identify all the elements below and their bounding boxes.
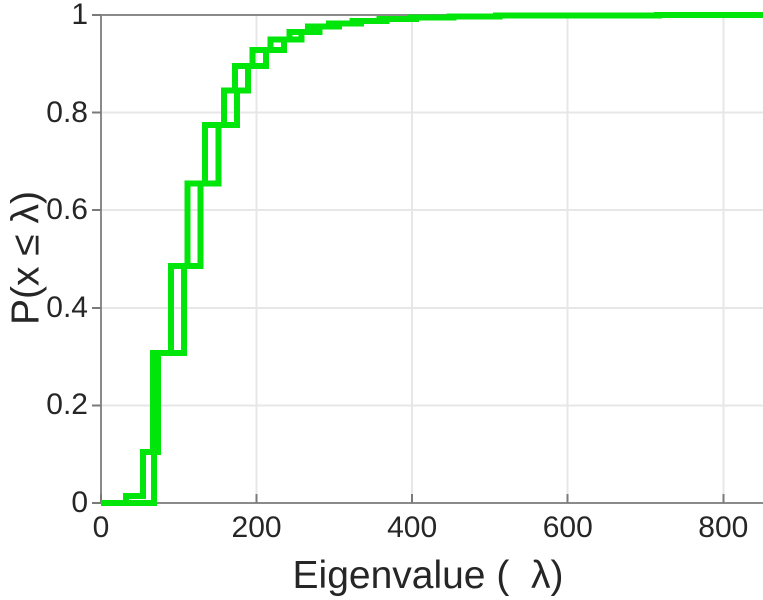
y-tick-label-0.4: 0.4 [46,290,88,324]
x-tick-label-600: 600 [542,511,593,544]
x-tick-label-400: 400 [387,511,438,544]
y-axis-label: P(x ≤ λ) [4,190,48,326]
x-tick-label-0: 0 [92,511,110,544]
y-tick-label-0.6: 0.6 [46,193,88,227]
y-tick-label-0.8: 0.8 [46,95,88,129]
y-tick-label-0: 0 [71,486,88,519]
x-tick-label-200: 200 [231,511,282,544]
x-tick-label-800: 800 [698,511,749,544]
y-tick-label-1: 1 [71,0,88,31]
y-tick-label-0.2: 0.2 [46,388,88,422]
x-axis-label: Eigenvalue ( λ) [292,554,564,597]
empirical-cdf-2 [101,12,763,506]
